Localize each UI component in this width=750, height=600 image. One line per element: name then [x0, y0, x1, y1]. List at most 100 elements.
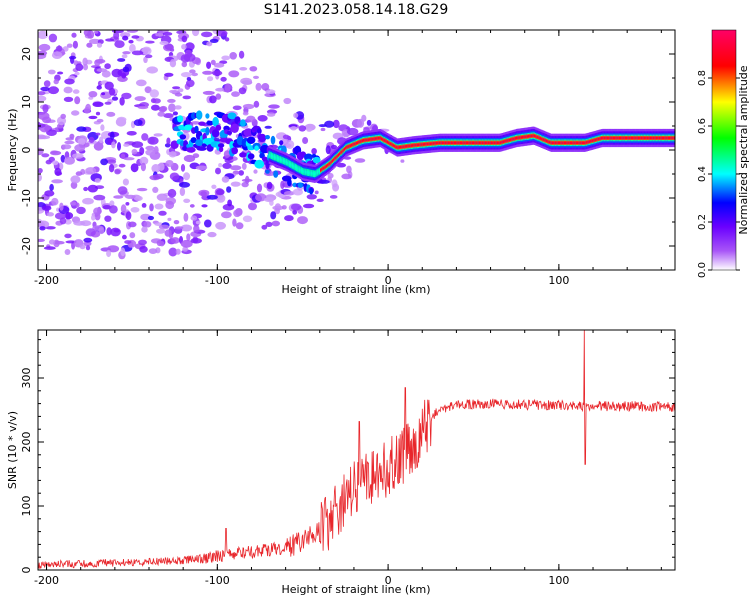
noise-blob [109, 87, 116, 96]
noise-blob [292, 209, 298, 215]
noise-blob [173, 220, 180, 225]
noise-blob [74, 144, 86, 152]
noise-blob [163, 113, 174, 119]
noise-blob [48, 239, 56, 245]
noise-blob [49, 183, 54, 192]
colorbar: 0.0 0.2 0.4 0.6 0.8 Normalized spectral ampl… [697, 29, 750, 278]
noise-blob [96, 118, 104, 123]
ridge-band [337, 153, 340, 157]
ridge-band [580, 141, 583, 144]
noise-blob [145, 145, 155, 151]
noise-blob [174, 105, 182, 110]
ridge-band [278, 157, 280, 160]
ridge-band [588, 140, 591, 143]
noise-blob [48, 33, 58, 43]
ridge-band [272, 155, 274, 158]
noise-blob [202, 90, 215, 95]
ridge-band [293, 165, 296, 168]
noise-blob [139, 246, 148, 253]
ridge-band [562, 141, 565, 144]
ridge-band [310, 171, 312, 175]
ridge-band [351, 144, 353, 147]
noise-blob [297, 216, 308, 225]
noise-blob [121, 54, 128, 59]
ridge-band [355, 142, 358, 145]
ridge-blob [240, 119, 246, 127]
noise-blob [283, 97, 292, 105]
ridge-band [353, 143, 355, 146]
ridge-band [581, 141, 584, 144]
ridge-band [629, 136, 632, 140]
ridge-band [406, 145, 408, 148]
noise-blob [131, 148, 138, 155]
ridge-band [667, 136, 670, 140]
ridge-band [608, 136, 610, 140]
noise-blob [170, 237, 180, 244]
ridge-band [542, 138, 544, 141]
noise-blob [167, 217, 172, 221]
noise-blob [106, 249, 112, 258]
ridge-band [654, 136, 657, 140]
noise-blob [143, 221, 152, 228]
ridge-band [660, 136, 663, 140]
noise-blob [74, 96, 81, 105]
noise-blob [96, 85, 102, 90]
ridge-blob [258, 133, 267, 143]
noise-blob [104, 215, 112, 222]
colorbar-tick-label: 0.6 [697, 118, 708, 134]
noise-blob [124, 240, 132, 244]
ridge-blob [230, 123, 239, 133]
ridge-band [486, 141, 488, 144]
noise-blob [64, 156, 75, 165]
noise-blob [332, 119, 340, 129]
ridge-band [502, 140, 505, 143]
ridge-band [345, 146, 347, 150]
noise-blob [356, 118, 365, 128]
ridge-band [561, 141, 563, 144]
ridge-band [471, 141, 474, 144]
ridge-blob [196, 110, 203, 120]
ridge-band [413, 144, 415, 147]
ridge-blob [190, 137, 197, 144]
noise-blob [125, 202, 130, 206]
noise-blob [64, 151, 70, 159]
ridge-band [302, 170, 304, 173]
y-tick-label: 20 [20, 47, 33, 61]
noise-blob [113, 195, 124, 199]
noise-blob [400, 159, 405, 163]
ridge-band [294, 166, 297, 169]
ridge-band [569, 141, 572, 144]
ridge-band [584, 141, 586, 144]
ridge-band [408, 144, 410, 148]
noise-blob [206, 41, 213, 47]
ridge-band [374, 137, 377, 140]
ridge-band [547, 140, 549, 143]
ridge-band [606, 136, 609, 140]
noise-blob [147, 136, 159, 145]
noise-blob [210, 59, 216, 65]
ridge-band [348, 145, 351, 148]
noise-blob [109, 205, 118, 214]
ridge-band [273, 155, 275, 158]
noise-blob [282, 134, 290, 140]
ridge-band [304, 170, 306, 174]
noise-blob [101, 70, 111, 78]
noise-blob [71, 110, 80, 116]
ridge-blob [197, 146, 207, 151]
ridge-band [285, 160, 287, 164]
noise-blob [108, 164, 115, 173]
ridge-band [648, 136, 651, 140]
noise-blob [107, 245, 120, 253]
ridge-blob [247, 153, 255, 160]
ridge-band [444, 141, 446, 144]
noise-blob [228, 70, 240, 78]
ridge-band [554, 141, 556, 144]
noise-blob [306, 128, 312, 132]
noise-blob [242, 103, 255, 110]
ridge-blob [273, 170, 279, 178]
noise-blob [179, 187, 186, 196]
ridge-band [314, 172, 316, 176]
ridge-band [634, 136, 636, 140]
ridge-blob [287, 178, 292, 187]
